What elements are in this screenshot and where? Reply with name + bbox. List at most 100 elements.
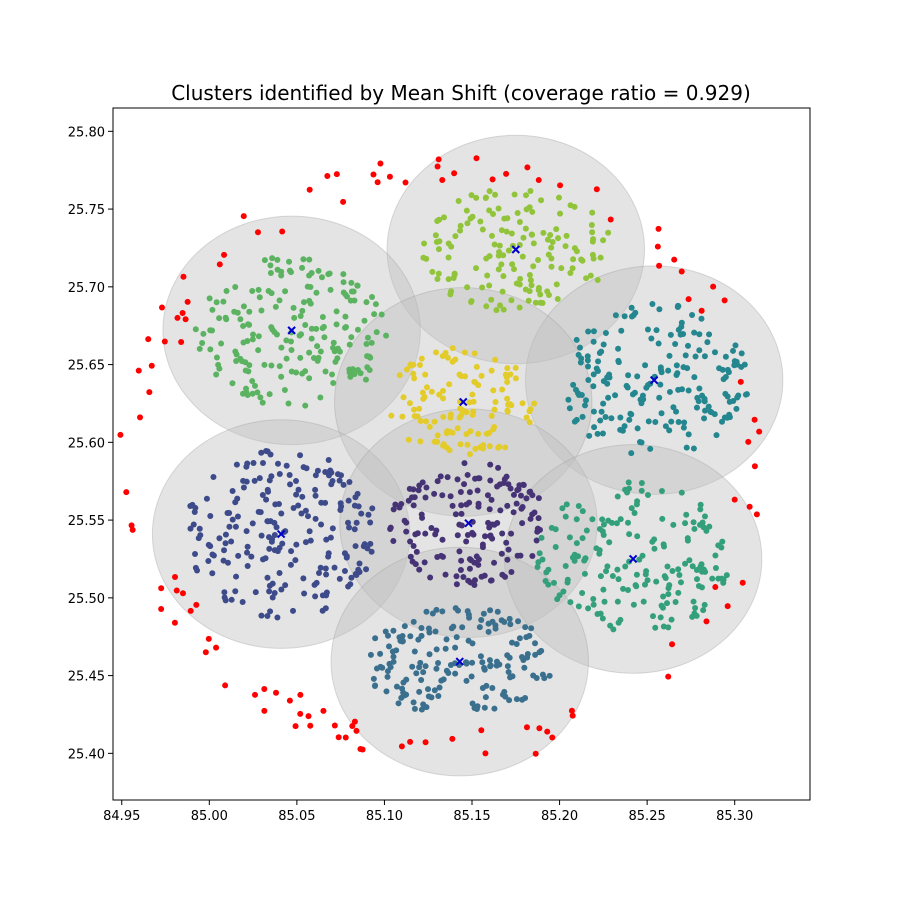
cluster-8-point (504, 652, 511, 659)
outlier-point (128, 522, 135, 529)
cluster-3-point (721, 414, 728, 421)
cluster-2-point (255, 347, 262, 354)
cluster-7-point (698, 561, 705, 568)
cluster-1-point (445, 254, 452, 261)
cluster-2-point (254, 389, 261, 396)
cluster-3-point (698, 315, 705, 322)
cluster-8-point (390, 627, 397, 634)
cluster-5-point (352, 543, 359, 550)
cluster-7-point (609, 573, 616, 580)
cluster-7-point (583, 527, 590, 534)
outlier-point (273, 689, 280, 696)
cluster-7-point (678, 489, 685, 496)
cluster-8-point (423, 704, 430, 711)
cluster-6-point (457, 567, 464, 574)
cluster-2-point (314, 343, 321, 350)
outlier-point (374, 179, 381, 186)
cluster-6-point (475, 561, 482, 568)
cluster-6-point (413, 548, 420, 555)
cluster-8-point (491, 705, 498, 712)
cluster-6-point (458, 502, 465, 509)
cluster-8-point (433, 606, 440, 613)
cluster-2-point (213, 354, 220, 361)
outlier-point (286, 697, 293, 704)
cluster-6-point (510, 491, 517, 498)
y-tick-label: 25.55 (68, 514, 105, 529)
cluster-2-point (283, 355, 290, 362)
cluster-3-point (577, 344, 584, 351)
cluster-2-point (246, 308, 253, 315)
cluster-8-point (528, 625, 535, 632)
cluster-7-point (593, 545, 600, 552)
cluster-6-point (514, 552, 521, 559)
cluster-4-point (407, 361, 414, 368)
cluster-1-point (548, 244, 555, 251)
cluster-5-point (226, 510, 233, 517)
cluster-2-point (246, 321, 253, 328)
outlier-point (351, 718, 358, 725)
cluster-8-point (454, 607, 461, 614)
cluster-1-point (451, 271, 458, 278)
cluster-8-point (410, 618, 417, 625)
cluster-6-point (427, 574, 434, 581)
cluster-2-point (209, 327, 216, 334)
outlier-point (129, 526, 136, 533)
cluster-1-point (588, 221, 595, 228)
outlier-point (297, 710, 304, 717)
cluster-6-point (463, 538, 470, 545)
cluster-7-point (534, 563, 541, 570)
cluster-4-point (488, 412, 495, 419)
cluster-8-point (411, 648, 418, 655)
cluster-5-point (323, 536, 330, 543)
cluster-3-point (674, 303, 681, 310)
cluster-1-point (491, 241, 498, 248)
cluster-1-point (486, 282, 493, 289)
cluster-1-point (555, 235, 562, 242)
cluster-2-point (306, 375, 313, 382)
cluster-7-point (657, 614, 664, 621)
cluster-5-point (271, 532, 278, 539)
cluster-1-point (553, 281, 560, 288)
cluster-5-point (267, 451, 274, 458)
cluster-2-point (245, 368, 252, 375)
cluster-4-point (449, 358, 456, 365)
x-tick-label: 85.20 (541, 809, 578, 824)
cluster-1-point (498, 261, 505, 268)
cluster-6-point (529, 552, 536, 559)
cluster-1-point (457, 227, 464, 234)
cluster-6-point (423, 484, 430, 491)
cluster-4-point (504, 395, 511, 402)
cluster-8-point (522, 624, 529, 631)
cluster-4-point (458, 373, 465, 380)
cluster-6-point (444, 474, 451, 481)
cluster-2-point (233, 351, 240, 358)
cluster-4-point (503, 374, 510, 381)
cluster-4-point (504, 365, 511, 372)
cluster-7-point (579, 590, 586, 597)
cluster-8-point (463, 677, 470, 684)
cluster-6-point (418, 511, 425, 518)
cluster-2-point (306, 297, 313, 304)
cluster-2-point (192, 326, 199, 333)
scatter-points (117, 155, 763, 757)
cluster-6-point (461, 460, 468, 467)
cluster-3-point (666, 427, 673, 434)
cluster-2-point (372, 301, 379, 308)
cluster-5-point (221, 589, 228, 596)
cluster-3-point (702, 407, 709, 414)
cluster-5-point (240, 484, 247, 491)
outlier-point (307, 722, 314, 729)
cluster-6-point (499, 571, 506, 578)
cluster-3-point (691, 374, 698, 381)
cluster-2-point (255, 333, 262, 340)
cluster-5-point (250, 460, 257, 467)
cluster-5-point (286, 472, 293, 479)
cluster-5-point (325, 472, 332, 479)
cluster-6-point (527, 488, 534, 495)
cluster-8-point (401, 623, 408, 630)
cluster-8-point (390, 653, 397, 660)
cluster-3-point (675, 419, 682, 426)
cluster-5-point (329, 525, 336, 532)
cluster-5-point (304, 513, 311, 520)
cluster-5-point (367, 519, 374, 526)
